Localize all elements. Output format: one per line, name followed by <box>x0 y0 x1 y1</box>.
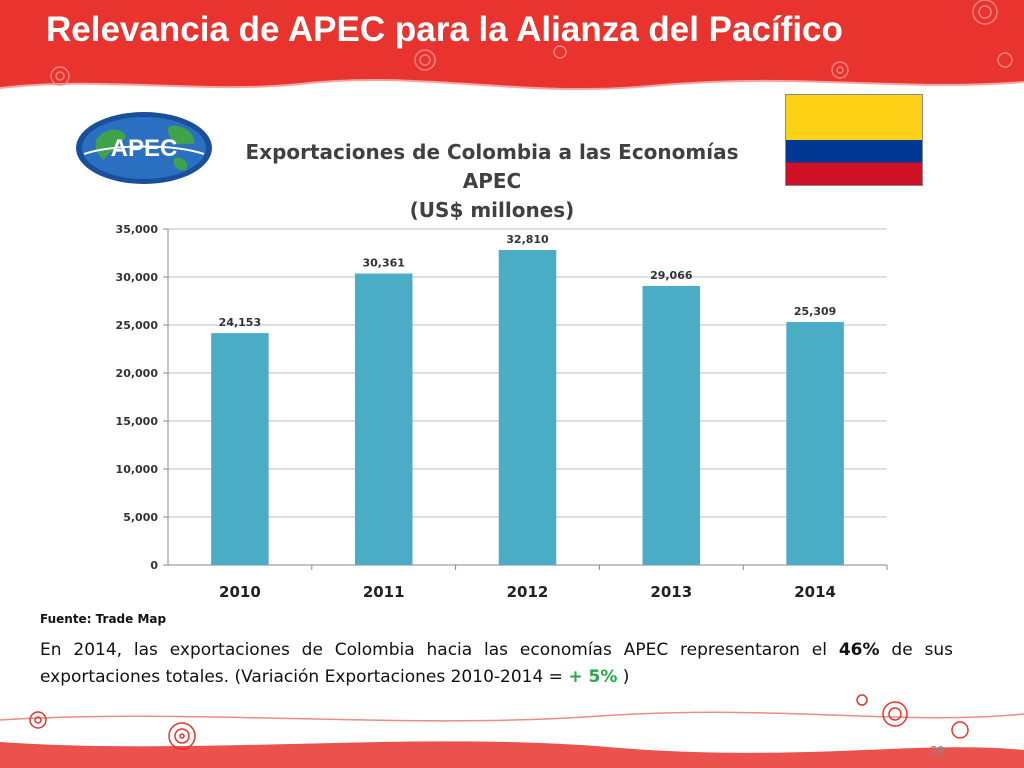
bar <box>642 285 701 565</box>
x-tick-label: 2011 <box>363 583 405 601</box>
flag-stripe-red <box>786 162 922 185</box>
apec-logo: APEC <box>76 112 212 184</box>
y-tick-label: 10,000 <box>116 463 159 476</box>
x-tick-label: 2012 <box>507 583 549 601</box>
bar <box>354 273 413 565</box>
y-tick-label: 5,000 <box>123 511 158 524</box>
summary-percentage: 46% <box>838 640 880 660</box>
data-label: 32,810 <box>506 233 549 246</box>
summary-part3: ) <box>617 667 630 687</box>
summary-part2: de sus exportaciones totales. (Variación… <box>40 640 953 687</box>
apec-logo-text: APEC <box>111 135 178 162</box>
bar <box>498 250 557 566</box>
chart-title: Exportaciones de Colombia a las Economía… <box>245 140 739 193</box>
slide-title: Relevancia de APEC para la Alianza del P… <box>46 10 843 49</box>
y-tick-label: 0 <box>150 559 158 572</box>
bar-chart: 0 5,000 10,000 15,000 20,000 25,000 30,000 35,0… <box>116 223 888 601</box>
chart-title-block: Exportaciones de Colombia a las Economía… <box>230 138 754 225</box>
y-tick-label: 25,000 <box>116 319 159 332</box>
source-note: Fuente: Trade Map <box>40 612 167 626</box>
bar <box>786 322 844 565</box>
data-label: 30,361 <box>362 257 404 270</box>
summary-part1: En 2014, las exportaciones de Colombia h… <box>40 640 839 660</box>
x-tick-label: 2010 <box>219 583 261 601</box>
flag-stripe-blue <box>786 140 922 163</box>
summary-variation: + 5% <box>568 667 618 687</box>
summary-text: En 2014, las exportaciones de Colombia h… <box>40 637 953 691</box>
flag-stripe-yellow <box>786 95 922 140</box>
y-tick-label: 15,000 <box>116 415 159 428</box>
footer-decoration <box>0 694 1024 768</box>
x-tick-label: 2014 <box>794 583 836 601</box>
data-label: 29,066 <box>650 269 693 282</box>
header-band: Relevancia de APEC para la Alianza del P… <box>0 0 1024 110</box>
page-number: 39 <box>930 743 945 758</box>
header-swirls <box>50 0 1013 86</box>
y-tick-label: 35,000 <box>116 223 159 236</box>
y-tick-label: 30,000 <box>116 271 159 284</box>
chart-subtitle: (US$ millones) <box>409 198 575 222</box>
bar <box>211 333 269 565</box>
colombia-flag <box>785 94 923 186</box>
x-tick-label: 2013 <box>650 583 692 601</box>
data-label: 24,153 <box>219 316 261 329</box>
header-background <box>0 0 1024 91</box>
data-label: 25,309 <box>794 305 836 318</box>
y-tick-label: 20,000 <box>116 367 159 380</box>
